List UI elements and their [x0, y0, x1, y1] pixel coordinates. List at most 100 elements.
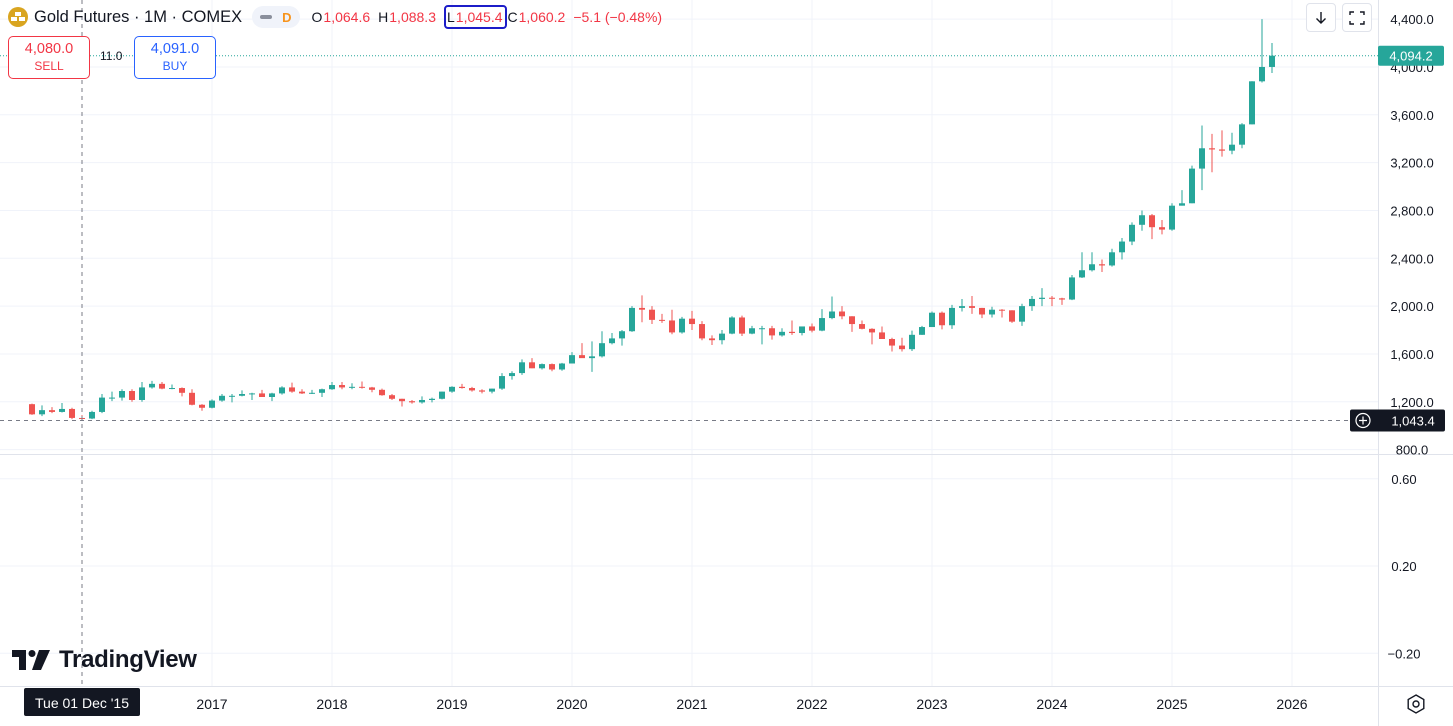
- candle-body: [299, 391, 305, 394]
- tradingview-logo[interactable]: TradingView: [12, 646, 197, 674]
- settings-icon: [1407, 694, 1425, 714]
- download-button[interactable]: [1306, 3, 1336, 32]
- time-tick-label: 2022: [796, 696, 827, 712]
- candle-body: [739, 317, 745, 334]
- candle-body: [329, 385, 335, 390]
- candle-body: [219, 395, 225, 401]
- candle-body: [409, 401, 415, 403]
- candle-body: [489, 388, 495, 392]
- settings-button[interactable]: [1405, 693, 1427, 715]
- time-tick-label: 2018: [316, 696, 347, 712]
- crosshair-date-value: Tue 01 Dec '15: [35, 695, 129, 711]
- candle-body: [139, 387, 145, 400]
- sell-label: SELL: [34, 59, 64, 73]
- candle-body: [849, 316, 855, 325]
- candle-body: [599, 343, 605, 357]
- candle-body: [539, 364, 545, 369]
- fullscreen-button[interactable]: [1342, 3, 1372, 32]
- candle-body: [199, 404, 205, 408]
- plus-circle-icon: [1355, 412, 1371, 429]
- candle-body: [59, 408, 65, 412]
- candle-body: [979, 307, 985, 315]
- low-key: L: [446, 9, 455, 25]
- candle-body: [949, 307, 955, 326]
- candle-body: [99, 397, 105, 412]
- candle-body: [1059, 298, 1065, 300]
- high-value: 1,088.3: [389, 9, 436, 25]
- candle-body: [659, 319, 665, 321]
- down-arrow-icon: [1316, 11, 1326, 24]
- gold-symbol-icon: [8, 7, 28, 27]
- candle-body: [1119, 241, 1125, 253]
- price-tick-label: 1,200.0: [1390, 395, 1433, 410]
- candle-body: [869, 328, 875, 333]
- candle-body: [1039, 297, 1045, 299]
- candle-body: [509, 373, 515, 377]
- candle-body: [769, 328, 775, 336]
- candle-body: [969, 306, 975, 308]
- candle-body: [29, 404, 35, 415]
- candle-body: [579, 355, 585, 359]
- buy-button[interactable]: 4,091.0 BUY: [134, 36, 216, 79]
- candle-body: [609, 338, 615, 344]
- buy-price: 4,091.0: [150, 41, 200, 57]
- candle-body: [749, 328, 755, 334]
- high-key: H: [378, 9, 389, 25]
- candle-body: [669, 320, 675, 333]
- candle-body: [419, 399, 425, 403]
- candle-body: [839, 311, 845, 317]
- change-value: −5.1 (−0.48%): [573, 9, 663, 25]
- market-status-badge[interactable]: D: [252, 6, 300, 28]
- candle-body: [919, 327, 925, 335]
- candle-body: [259, 393, 265, 397]
- time-tick-label: 2024: [1036, 696, 1067, 712]
- crosshair-price-value: 1,043.4: [1391, 414, 1434, 429]
- candle-body: [1239, 124, 1245, 145]
- candle-body: [689, 318, 695, 325]
- candle-body: [999, 309, 1005, 311]
- price-tick-label: 3,600.0: [1390, 108, 1433, 123]
- candle-body: [39, 410, 45, 415]
- sub-tick-label: 0.20: [1391, 559, 1416, 574]
- candle-body: [1129, 224, 1135, 242]
- candle-body: [939, 312, 945, 326]
- candle-body: [1109, 252, 1115, 266]
- price-tick-label: 4,400.0: [1390, 12, 1433, 27]
- candle-body: [1019, 306, 1025, 322]
- close-value: 1,060.2: [518, 9, 566, 25]
- price-tick-label: 1,600.0: [1390, 347, 1433, 362]
- candle-body: [169, 388, 175, 390]
- candle-body: [699, 324, 705, 339]
- legend-header: Gold Futures · 1M · COMEX D O 1,064.6 H 1,…: [8, 5, 670, 29]
- time-tick-label: 2020: [556, 696, 587, 712]
- candle-body: [789, 331, 795, 334]
- candle-body: [989, 309, 995, 315]
- low-highlight-box: L1,045.4: [443, 5, 507, 29]
- candle-body: [1029, 298, 1035, 307]
- plus-icon: [1359, 416, 1367, 425]
- sell-button[interactable]: 4,080.0 SELL: [8, 36, 90, 79]
- time-tick-label: 2021: [676, 696, 707, 712]
- candle-body: [269, 393, 275, 397]
- candle-body: [129, 391, 135, 400]
- candle-body: [759, 328, 765, 330]
- candle-body: [1249, 81, 1255, 125]
- candle-body: [309, 392, 315, 394]
- candle-body: [1219, 149, 1225, 151]
- candle-body: [359, 386, 365, 388]
- candle-body: [229, 395, 235, 397]
- candle-body: [529, 362, 535, 369]
- candle-body: [959, 306, 965, 308]
- candle-body: [809, 326, 815, 331]
- candle-body: [1199, 148, 1205, 169]
- candle-body: [1229, 144, 1235, 151]
- candle-body: [189, 392, 195, 405]
- candle-body: [569, 355, 575, 364]
- candle-body: [469, 388, 475, 391]
- price-tick-label: 3,200.0: [1390, 156, 1433, 171]
- candle-body: [639, 307, 645, 310]
- symbol-title[interactable]: Gold Futures · 1M · COMEX: [34, 7, 243, 26]
- candle-body: [69, 408, 75, 418]
- candle-body: [289, 387, 295, 392]
